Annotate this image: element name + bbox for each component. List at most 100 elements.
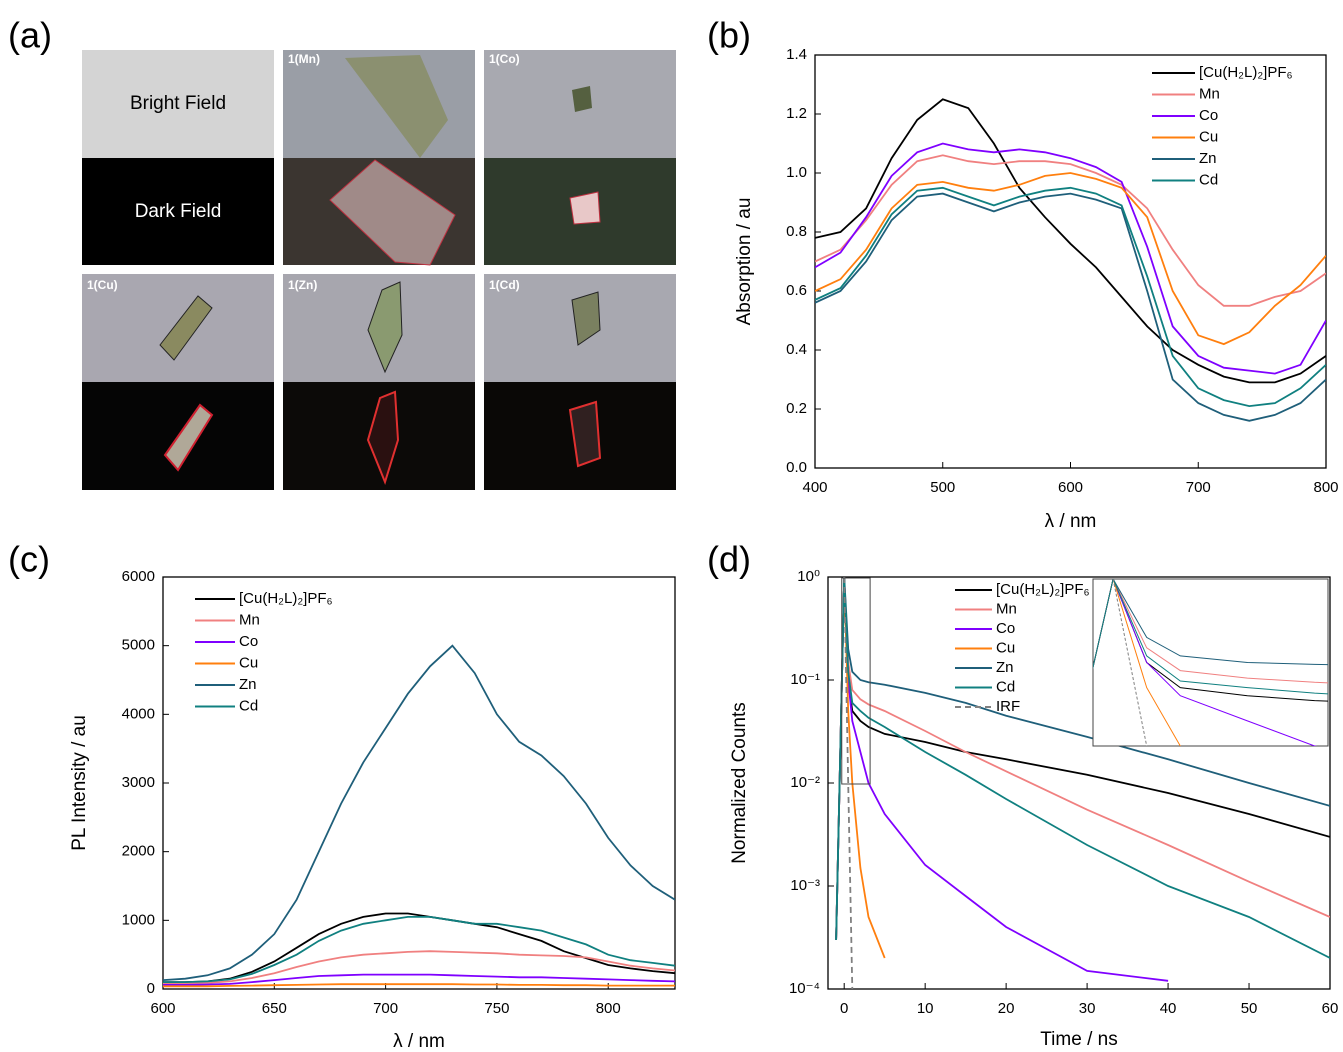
crystal [367,281,403,374]
crystal [572,86,592,112]
legend-label: Cu [239,654,258,671]
x-tick-label: 700 [373,1000,398,1017]
y-tick-label: 6000 [122,568,155,585]
sample-label: 1(Co) [489,52,520,66]
x-tick-label: 800 [596,1000,621,1017]
series-line [835,577,1330,959]
series-line [815,192,1326,422]
y-tick-label: 10⁻¹ [790,671,820,688]
inset-line [1093,579,1328,670]
sample-label: 1(Mn) [288,52,320,66]
y-tick-label: 0.4 [786,341,807,358]
series-group [835,577,1330,989]
sample-label: 1(Cu) [87,278,118,292]
legend-label: Cu [1199,128,1218,145]
legend-label: [Cu(H₂L)₂]PF₆ [1199,64,1293,81]
series-line [815,98,1326,384]
legend-label: Cu [996,639,1015,656]
y-tick-label: 3000 [122,774,155,791]
chart: (b) 400 500 600 700 800 0.0 0.2 0.4 0.6 0.8 1.0 1.2 1… [707,15,1339,533]
inset-line [1093,579,1328,695]
x-tick-label: 600 [150,1000,175,1017]
tile [82,50,274,158]
y-tick-label: 10⁻² [790,774,820,791]
y-axis-label: Absorption / au [734,198,755,326]
panel-a: (a) Bright Field Dark Field 1(Mn) 1(Co) … [8,15,676,490]
y-tick-label: 5000 [122,637,155,654]
inset-line [1112,579,1148,746]
y-tick-label: 1000 [122,911,155,928]
x-tick-label: 600 [1058,479,1083,496]
x-tick-label: 400 [802,479,827,496]
x-tick-label: 30 [1079,1000,1096,1017]
legend-label: [Cu(H₂L)₂]PF₆ [239,590,333,607]
legend-label: Zn [1199,150,1217,167]
x-tick-label: 60 [1322,1000,1339,1017]
x-tick-label: 700 [1186,479,1211,496]
y-tick-label: 0.0 [786,459,807,476]
series-line [815,142,1326,375]
inset-line [1093,579,1328,702]
y-tick-label: 0 [147,980,155,997]
series-line [815,154,1326,307]
chart: (c) 600 650 700 750 800 0 1000 2000 3000 4000 5000 6… [8,539,676,1052]
crystal [568,400,602,468]
x-tick-label: 750 [484,1000,509,1017]
y-tick-label: 1.0 [786,164,807,181]
legend-label: Mn [239,611,260,628]
crystal [329,159,456,266]
y-tick-label: 1.4 [786,46,807,63]
series-line [163,950,675,985]
panel-label: (b) [707,15,751,56]
legend-label: IRF [996,698,1020,715]
y-tick-label: 4000 [122,705,155,722]
y-tick-label: 1.2 [786,105,807,122]
series-group [815,98,1326,422]
legend-label: Mn [1199,85,1220,102]
legend-label: Zn [239,676,257,693]
legend-label: Zn [996,659,1014,676]
crystal [163,403,214,472]
y-tick-label: 10⁻³ [790,877,820,894]
y-tick-label: 0.8 [786,223,807,240]
legend-label: Cd [239,697,258,714]
series-line [163,916,675,983]
x-tick-label: 50 [1241,1000,1258,1017]
y-tick-label: 10⁰ [797,568,820,585]
sample-label: 1(Zn) [288,278,317,292]
series-group [163,644,675,988]
inset-line [1093,579,1328,684]
series-line [163,983,675,988]
legend-label: Co [1199,107,1218,124]
series-line [815,172,1326,346]
series-line [843,577,854,989]
crystal [159,295,213,361]
series-line [163,973,675,986]
y-axis-label: PL Intensity / au [69,715,90,851]
x-tick-label: 800 [1313,479,1338,496]
x-tick-label: 500 [930,479,955,496]
zoom-box [841,577,871,785]
series-line [835,577,1330,940]
y-tick-label: 0.2 [786,400,807,417]
series-line [163,644,675,981]
x-tick-label: 650 [262,1000,287,1017]
inset-line [1093,579,1318,746]
legend-label: Co [996,620,1015,637]
series-line [163,912,675,983]
row-label: Dark Field [135,201,222,222]
legend-label: Co [239,633,258,650]
row-label: Bright Field [130,93,226,114]
panel-label: (a) [8,15,52,56]
inset-frame [1092,578,1329,747]
y-tick-label: 0.6 [786,282,807,299]
x-tick-label: 0 [840,1000,848,1017]
crystal [571,291,601,346]
inset-series-group [1093,579,1328,746]
crystal [569,191,601,225]
x-tick-label: 40 [1160,1000,1177,1017]
tile [82,158,274,265]
x-axis-label: Time / ns [1040,1029,1117,1050]
x-tick-label: 10 [917,1000,934,1017]
